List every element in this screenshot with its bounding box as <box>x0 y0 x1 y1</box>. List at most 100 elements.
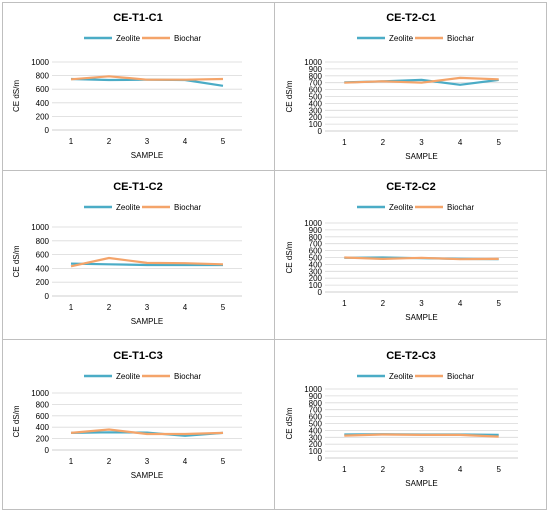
chart-title: CE-T2-C3 <box>386 350 436 362</box>
legend-label: Biochar <box>447 34 474 43</box>
x-tick-label: 2 <box>107 137 112 146</box>
series-line-biochar <box>70 75 224 81</box>
line-chart: CE-T1-C3 Zeolite Biochar 0 200 400 600 800 1000 1… <box>12 350 242 480</box>
y-tick-label: 600 <box>309 86 323 95</box>
y-tick-label: 0 <box>45 126 50 135</box>
series-line-biochar <box>70 428 224 436</box>
y-tick-label: 1000 <box>31 389 49 398</box>
panel-divider-horizontal <box>2 339 547 340</box>
line-chart: CE-T1-C2 Zeolite Biochar 0 200 400 600 800 1000 1… <box>12 181 242 326</box>
line-chart: CE-T2-C1 Zeolite Biochar 010020030040050060… <box>285 12 518 161</box>
line-chart: CE-T2-C3 Zeolite Biochar 010020030040050060… <box>285 350 518 488</box>
x-axis-label: SAMPLE <box>405 152 437 161</box>
y-tick-label: 200 <box>36 112 50 121</box>
chart-title: CE-T1-C3 <box>113 350 163 362</box>
y-tick-label: 900 <box>309 65 323 74</box>
legend-label: Zeolite <box>116 203 141 212</box>
y-tick-label: 200 <box>36 278 50 287</box>
y-tick-label: 900 <box>309 392 323 401</box>
chart-title: CE-T2-C2 <box>386 181 436 193</box>
x-tick-label: 1 <box>69 137 74 146</box>
y-axis-label: CE dS/m <box>12 80 21 112</box>
y-axis-label: CE dS/m <box>285 80 294 112</box>
y-tick-label: 300 <box>309 433 323 442</box>
chart-title: CE-T1-C2 <box>113 181 163 193</box>
x-tick-label: 4 <box>458 299 463 308</box>
y-tick-label: 600 <box>309 413 323 422</box>
y-tick-label: 1000 <box>31 223 49 232</box>
x-tick-label: 5 <box>221 457 226 466</box>
y-tick-label: 400 <box>36 264 50 273</box>
line-chart: CE-T1-C1 Zeolite Biochar 0 200 400 600 800 1000 1… <box>12 12 242 160</box>
y-tick-label: 200 <box>36 435 50 444</box>
y-tick-label: 200 <box>309 440 323 449</box>
x-tick-label: 2 <box>381 138 386 147</box>
x-tick-label: 3 <box>145 303 150 312</box>
y-tick-label: 400 <box>36 99 50 108</box>
x-tick-label: 5 <box>221 137 226 146</box>
y-tick-label: 300 <box>309 106 323 115</box>
panel-divider-horizontal <box>2 170 547 171</box>
series-line-zeolite <box>70 431 224 437</box>
x-tick-label: 1 <box>342 299 347 308</box>
y-tick-label: 0 <box>318 127 323 136</box>
y-tick-label: 800 <box>309 233 323 242</box>
y-axis-label: CE dS/m <box>12 405 21 437</box>
x-tick-label: 3 <box>419 465 424 474</box>
y-axis-label: CE dS/m <box>285 241 294 273</box>
x-axis-label: SAMPLE <box>405 479 437 488</box>
x-tick-label: 1 <box>342 138 347 147</box>
legend-label: Zeolite <box>116 372 141 381</box>
y-tick-label: 600 <box>36 85 50 94</box>
x-tick-label: 4 <box>183 137 188 146</box>
y-tick-label: 800 <box>309 72 323 81</box>
y-tick-label: 200 <box>309 274 323 283</box>
y-tick-label: 500 <box>309 254 323 263</box>
y-tick-label: 700 <box>309 406 323 415</box>
x-tick-label: 3 <box>419 299 424 308</box>
y-tick-label: 500 <box>309 93 323 102</box>
y-tick-label: 400 <box>309 260 323 269</box>
x-tick-label: 1 <box>342 465 347 474</box>
y-tick-label: 0 <box>45 446 50 455</box>
x-tick-label: 4 <box>458 138 463 147</box>
x-tick-label: 2 <box>381 299 386 308</box>
y-tick-label: 400 <box>309 99 323 108</box>
x-tick-label: 4 <box>458 465 463 474</box>
y-tick-label: 700 <box>309 79 323 88</box>
y-tick-label: 600 <box>36 412 50 421</box>
x-tick-label: 3 <box>145 457 150 466</box>
y-tick-label: 1000 <box>304 58 322 67</box>
y-tick-label: 500 <box>309 420 323 429</box>
y-axis-label: CE dS/m <box>12 245 21 277</box>
x-tick-label: 5 <box>221 303 226 312</box>
y-tick-label: 800 <box>36 237 50 246</box>
y-tick-label: 200 <box>309 113 323 122</box>
legend-label: Zeolite <box>116 34 141 43</box>
y-tick-label: 600 <box>36 251 50 260</box>
legend-label: Biochar <box>447 203 474 212</box>
y-tick-label: 100 <box>309 120 323 129</box>
panel-divider-vertical <box>274 2 275 510</box>
y-tick-label: 700 <box>309 240 323 249</box>
y-tick-label: 0 <box>45 292 50 301</box>
y-tick-label: 1000 <box>31 58 49 67</box>
legend-label: Zeolite <box>389 34 414 43</box>
x-tick-label: 2 <box>107 457 112 466</box>
y-tick-label: 100 <box>309 281 323 290</box>
legend-label: Biochar <box>174 372 201 381</box>
x-axis-label: SAMPLE <box>131 151 163 160</box>
y-tick-label: 1000 <box>304 219 322 228</box>
y-tick-label: 800 <box>309 399 323 408</box>
series-line-biochar <box>70 256 224 268</box>
y-axis-label: CE dS/m <box>285 407 294 439</box>
x-tick-label: 4 <box>183 303 188 312</box>
y-tick-label: 900 <box>309 226 323 235</box>
x-tick-label: 5 <box>496 138 501 147</box>
legend-label: Biochar <box>174 203 201 212</box>
series-line-biochar <box>344 433 499 438</box>
y-tick-label: 400 <box>36 423 50 432</box>
x-tick-label: 2 <box>381 465 386 474</box>
y-tick-label: 800 <box>36 72 50 81</box>
legend-label: Zeolite <box>389 372 414 381</box>
